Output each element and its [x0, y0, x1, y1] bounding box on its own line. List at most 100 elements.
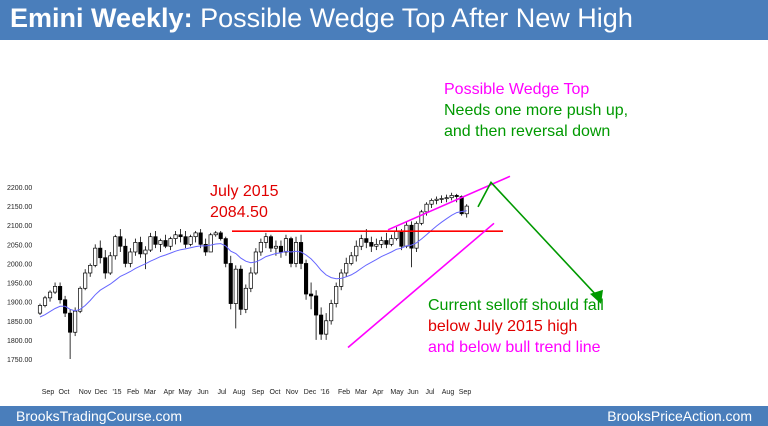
overlays: [232, 175, 603, 349]
candle-body: [93, 247, 98, 266]
candle-body: [153, 236, 158, 245]
candle-body: [83, 272, 88, 289]
x-tick-label: Aug: [442, 389, 455, 396]
candle-body: [47, 291, 53, 299]
wedge-note-1: Needs one more push up,: [444, 102, 629, 119]
y-tick-label: 2200.00: [7, 185, 32, 192]
candle-body: [349, 255, 354, 264]
candle-body: [88, 265, 93, 274]
candle-body: [228, 263, 233, 304]
x-tick-label: May: [178, 389, 192, 396]
y-tick-label: 1750.00: [7, 357, 32, 364]
candle-body: [42, 297, 48, 306]
candle-body: [193, 232, 198, 238]
projection-arrow-line: [477, 181, 598, 297]
candle-body: [73, 310, 78, 333]
candle-body: [464, 205, 469, 215]
wedge-note-2: and then reversal down: [444, 123, 611, 140]
x-tick-label: Jun: [197, 389, 208, 396]
candle-body: [394, 230, 399, 239]
x-axis: Sep Oct Nov Dec '15 Feb Mar Apr May Jun Jul Aug Sep O…: [42, 389, 472, 396]
candle-body: [113, 236, 118, 257]
candle-body: [158, 240, 163, 245]
x-tick-label: Feb: [127, 389, 139, 396]
selloff-note-1: Current selloff should fall: [428, 297, 604, 314]
candle-body: [68, 312, 73, 333]
bull-trend-line: [347, 222, 495, 349]
candle-body: [293, 242, 299, 264]
candle-body: [339, 272, 344, 287]
candle-body: [78, 287, 83, 312]
candle-body: [324, 320, 329, 335]
candle-body: [128, 251, 133, 264]
candle-body: [278, 245, 284, 253]
y-tick-label: 2100.00: [7, 223, 32, 230]
candle-body: [108, 255, 113, 274]
x-tick-label: Jul: [426, 389, 435, 396]
candle-body: [334, 286, 339, 304]
candle-body: [344, 263, 349, 274]
y-tick-label: 1950.00: [7, 281, 32, 288]
candle-body: [273, 245, 278, 249]
candle-body: [123, 245, 128, 264]
candle-body: [399, 230, 404, 247]
x-tick-label: Sep: [42, 389, 55, 396]
candle-body: [288, 238, 294, 264]
x-tick-label: Nov: [286, 389, 299, 396]
candle-body: [268, 236, 273, 249]
candle-body: [319, 314, 324, 335]
candle-body: [53, 286, 58, 293]
selloff-note-2: below July 2015 high: [428, 318, 578, 335]
candle-body: [379, 240, 384, 245]
candle-body: [58, 286, 63, 301]
candle-body: [419, 211, 424, 224]
july-2015-value: 2084.50: [210, 204, 268, 221]
candle-body: [389, 238, 394, 245]
y-tick-label: 1800.00: [7, 338, 32, 345]
candle-body: [37, 305, 43, 314]
x-tick-label: Apr: [164, 389, 176, 396]
x-tick-label: Oct: [59, 389, 70, 396]
candle-body: [133, 242, 138, 253]
moving-average-line: [39, 210, 467, 318]
candlestick-chart: 1750.00 1800.00 1850.00 1900.00 1950.00 2000.…: [7, 175, 603, 396]
candle-body: [218, 232, 223, 239]
candle-body: [213, 232, 218, 236]
x-tick-label: '15: [112, 389, 121, 396]
candle-body: [384, 240, 389, 245]
x-tick-label: Dec: [304, 389, 317, 396]
july-2015-label: July 2015: [210, 183, 279, 200]
candle-body: [138, 242, 143, 255]
x-tick-label: Apr: [373, 389, 385, 396]
footer-right-link[interactable]: BrooksPriceAction.com: [607, 408, 752, 424]
footer-left-link[interactable]: BrooksTradingCourse.com: [16, 408, 182, 424]
candle-body: [203, 243, 208, 253]
candle-body: [118, 236, 123, 247]
wedge-title: Possible Wedge Top: [444, 81, 590, 98]
candle-body: [374, 243, 379, 247]
candle-body: [263, 236, 268, 243]
x-tick-label: Sep: [459, 389, 472, 396]
candle-body: [354, 245, 359, 257]
x-tick-label: Mar: [355, 389, 368, 396]
candle-body: [459, 196, 464, 215]
candle-body: [198, 232, 203, 245]
selloff-note-3: and below bull trend line: [428, 339, 601, 356]
candle-body: [454, 195, 459, 197]
candle-body: [163, 240, 168, 247]
candle-body: [309, 293, 314, 297]
x-tick-label: Feb: [338, 389, 350, 396]
candle-body: [444, 197, 449, 200]
y-tick-label: 1900.00: [7, 300, 32, 307]
candle-body: [424, 203, 429, 213]
x-tick-label: Nov: [79, 389, 92, 396]
x-tick-label: '16: [320, 389, 329, 396]
x-tick-label: Aug: [233, 389, 246, 396]
candle-body: [439, 198, 444, 200]
candle-body: [223, 238, 228, 264]
candle-body: [98, 247, 103, 259]
x-tick-label: Oct: [270, 389, 281, 396]
page-title: Emini Weekly: Possible Wedge Top After N…: [10, 3, 633, 34]
x-tick-label: Jul: [218, 389, 227, 396]
candle-body: [178, 234, 183, 238]
